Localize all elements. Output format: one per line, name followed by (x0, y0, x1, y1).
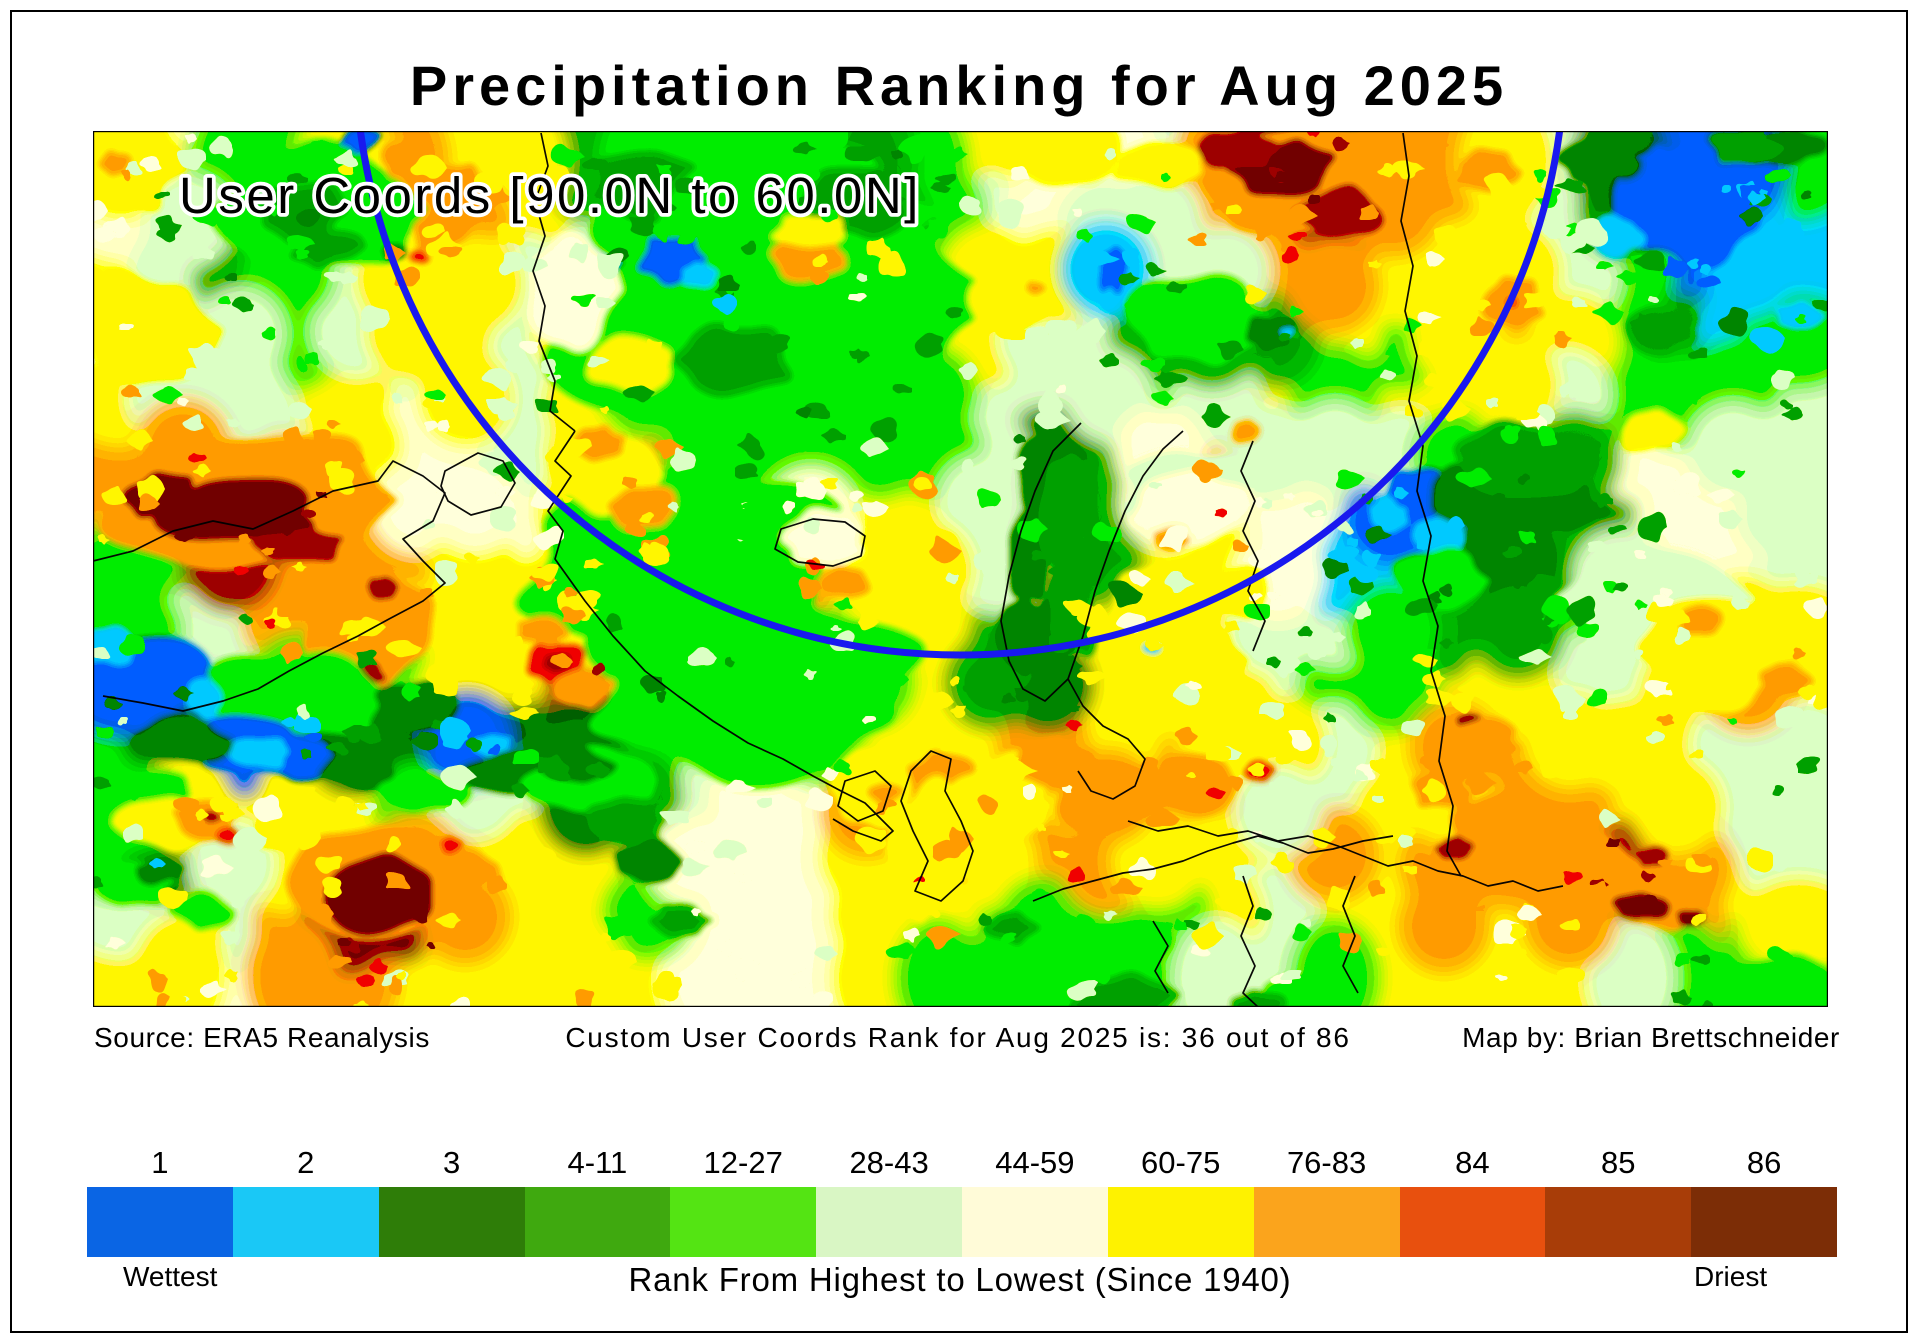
svg-text:User Coords [90.0N to 60.0N]: User Coords [90.0N to 60.0N] (179, 167, 921, 224)
